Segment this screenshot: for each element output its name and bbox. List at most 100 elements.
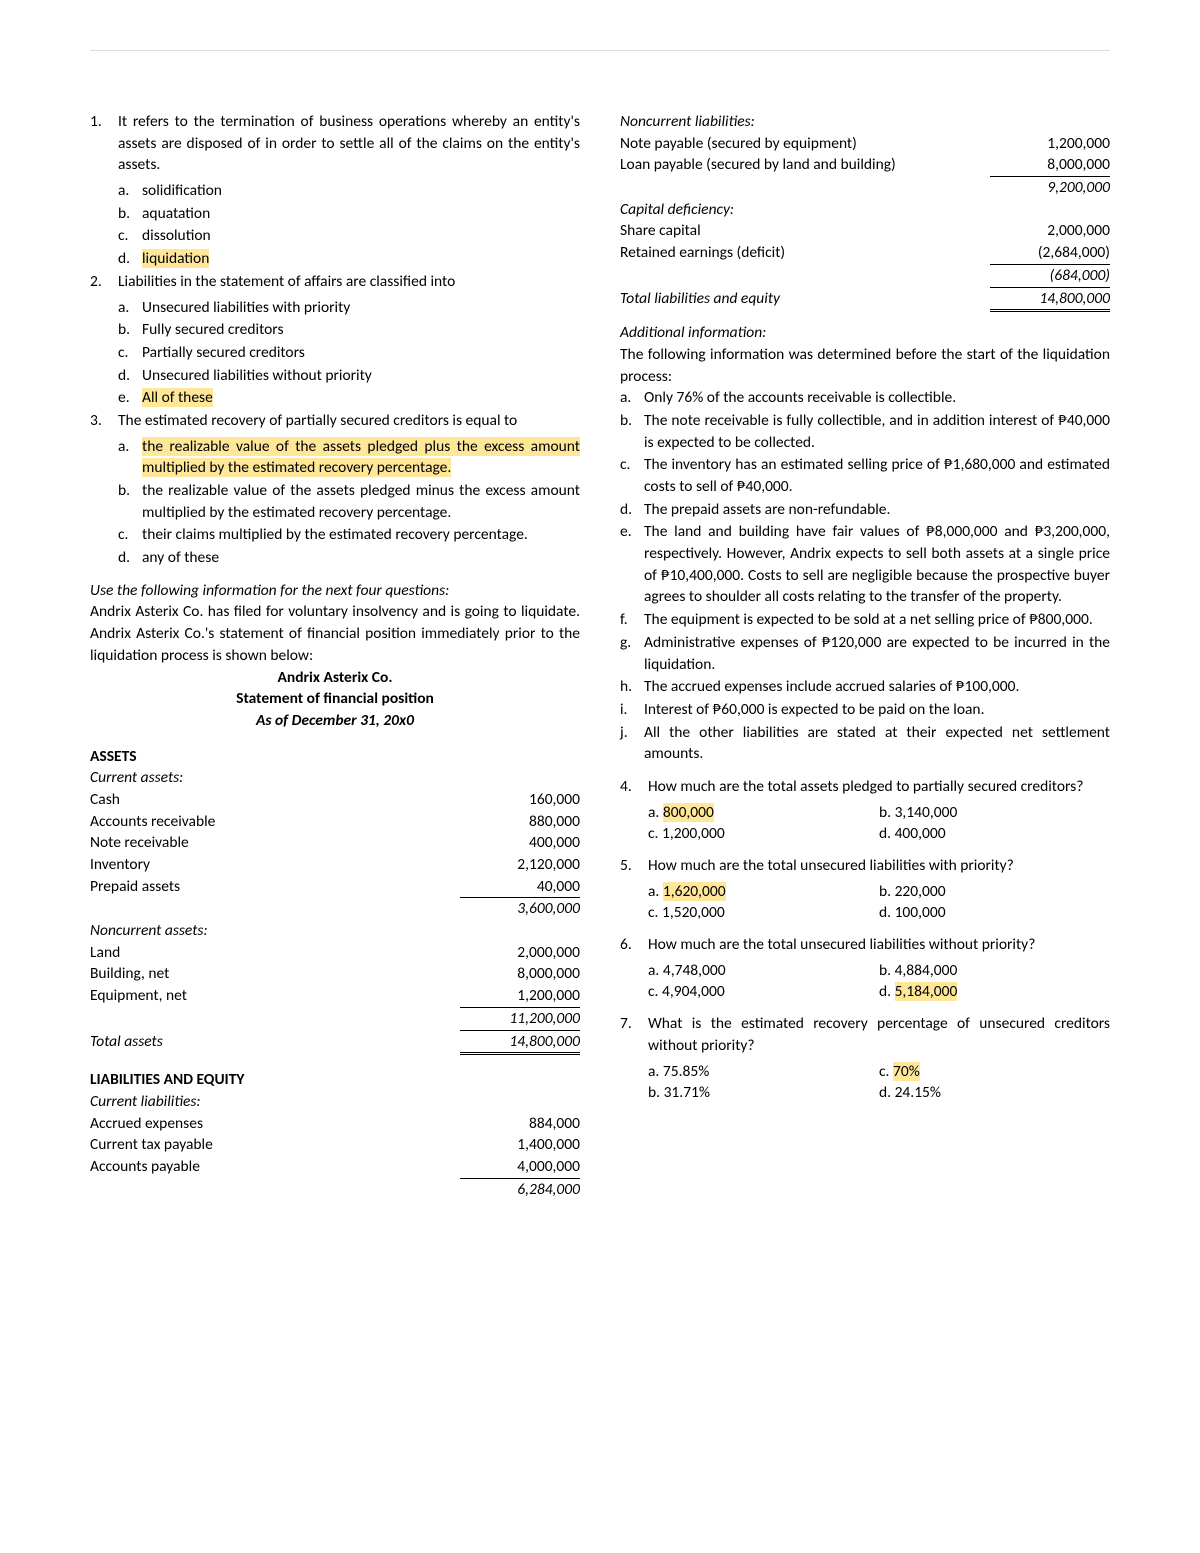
question-3: 3. The estimated recovery of partially s…	[90, 410, 580, 432]
addl-d: d.The prepaid assets are non-refundable.	[620, 499, 1110, 521]
q4-answers-row1: a. 800,000 b. 3,140,000	[620, 802, 1110, 824]
question-1: 1. It refers to the termination of busin…	[90, 111, 580, 176]
capital-deficiency-label: Capital deficiency:	[620, 199, 1110, 221]
q3-answer-highlight: the realizable value of the assets pledg…	[142, 437, 580, 478]
two-column-layout: 1. It refers to the termination of busin…	[90, 111, 1110, 1200]
total-assets-row: Total assets14,800,000	[90, 1031, 580, 1056]
q3-opt-a: a.the realizable value of the assets ple…	[90, 436, 580, 479]
q1-answer-highlight: liquidation	[142, 249, 209, 268]
q2-answer-highlight: All of these	[142, 388, 213, 407]
addl-f: f.The equipment is expected to be sold a…	[620, 609, 1110, 631]
question-6: 6. How much are the total unsecured liab…	[620, 934, 1110, 956]
q6-answers-row1: a. 4,748,000 b. 4,884,000	[620, 960, 1110, 982]
current-liabilities-label: Current liabilities:	[90, 1091, 580, 1113]
total-liab-equity-row: Total liabilities and equity14,800,000	[620, 288, 1110, 313]
addl-b: b.The note receivable is fully collectib…	[620, 410, 1110, 453]
question-7: 7. What is the estimated recovery percen…	[620, 1013, 1110, 1056]
q6-answers-row2: c. 4,904,000 d. 5,184,000	[620, 981, 1110, 1003]
q4-number: 4.	[620, 776, 648, 798]
question-2: 2. Liabilities in the statement of affai…	[90, 271, 580, 293]
q2-number: 2.	[90, 271, 118, 293]
share-capital-row: Share capital2,000,000	[620, 220, 1110, 242]
current-assets-label: Current assets:	[90, 767, 580, 789]
nca-subtotal-row: 11,200,000	[90, 1008, 580, 1031]
addl-a: a.Only 76% of the accounts receivable is…	[620, 387, 1110, 409]
building-row: Building, net8,000,000	[90, 963, 580, 985]
q1-opt-c: c.dissolution	[90, 225, 580, 247]
addl-g: g.Administrative expenses of ₱120,000 ar…	[620, 632, 1110, 675]
q6-answer-highlight: 5,184,000	[895, 982, 958, 1001]
q3-text: The estimated recovery of partially secu…	[118, 410, 580, 432]
statement-date: As of December 31, 20x0	[90, 710, 580, 732]
nr-row: Note receivable400,000	[90, 832, 580, 854]
addl-c: c.The inventory has an estimated selling…	[620, 454, 1110, 497]
q6-number: 6.	[620, 934, 648, 956]
inv-row: Inventory2,120,000	[90, 854, 580, 876]
q1-opt-b: b.aquatation	[90, 203, 580, 225]
addl-j: j.All the other liabilities are stated a…	[620, 722, 1110, 765]
note-payable-row: Note payable (secured by equipment)1,200…	[620, 133, 1110, 155]
question-5: 5. How much are the total unsecured liab…	[620, 855, 1110, 877]
q3-opt-d: d.any of these	[90, 547, 580, 569]
q5-answer-highlight: 1,620,000	[663, 882, 726, 901]
q5-answers-row1: a. 1,620,000 b. 220,000	[620, 881, 1110, 903]
right-column: Noncurrent liabilities: Note payable (se…	[620, 111, 1110, 1200]
noncurrent-liabilities-label: Noncurrent liabilities:	[620, 111, 1110, 133]
equipment-row: Equipment, net1,200,000	[90, 985, 580, 1008]
noncurrent-assets-label: Noncurrent assets:	[90, 920, 580, 942]
q1-opt-d: d.liquidation	[90, 248, 580, 270]
q1-opt-a: a.solidification	[90, 180, 580, 202]
q1-number: 1.	[90, 111, 118, 176]
addl-h: h.The accrued expenses include accrued s…	[620, 676, 1110, 698]
additional-info-heading: Additional information:	[620, 322, 1110, 344]
additional-info-intro: The following information was determined…	[620, 344, 1110, 387]
q3-opt-c: c.their claims multiplied by the estimat…	[90, 524, 580, 546]
q2-opt-b: b.Fully secured creditors	[90, 319, 580, 341]
q1-text: It refers to the termination of business…	[118, 111, 580, 176]
prepaid-row: Prepaid assets40,000	[90, 876, 580, 899]
cl-subtotal-row: 6,284,000	[90, 1179, 580, 1201]
q7-text: What is the estimated recovery percentag…	[648, 1013, 1110, 1056]
company-name: Andrix Asterix Co.	[90, 667, 580, 689]
accrued-row: Accrued expenses884,000	[90, 1113, 580, 1135]
cd-subtotal-row: (684,000)	[620, 265, 1110, 288]
question-4: 4. How much are the total assets pledged…	[620, 776, 1110, 798]
q2-opt-d: d.Unsecured liabilities without priority	[90, 365, 580, 387]
statement-title: Statement of financial position	[90, 688, 580, 710]
addl-i: i.Interest of ₱60,000 is expected to be …	[620, 699, 1110, 721]
q7-answers-row2: b. 31.71% d. 24.15%	[620, 1082, 1110, 1104]
retained-earnings-row: Retained earnings (deficit)(2,684,000)	[620, 242, 1110, 265]
q6-text: How much are the total unsecured liabili…	[648, 934, 1110, 956]
ca-subtotal-row: 3,600,000	[90, 898, 580, 920]
ncl-subtotal-row: 9,200,000	[620, 177, 1110, 199]
q5-text: How much are the total unsecured liabili…	[648, 855, 1110, 877]
q2-text: Liabilities in the statement of affairs …	[118, 271, 580, 293]
q4-text: How much are the total assets pledged to…	[648, 776, 1110, 798]
assets-heading: ASSETS	[90, 746, 580, 768]
ar-row: Accounts receivable880,000	[90, 811, 580, 833]
q4-answer-highlight: 800,000	[663, 803, 714, 822]
top-rule	[90, 50, 1110, 51]
q2-opt-e: e.All of these	[90, 387, 580, 409]
ap-row: Accounts payable4,000,000	[90, 1156, 580, 1179]
q7-answers-row1: a. 75.85% c. 70%	[620, 1061, 1110, 1083]
q4-answers-row2: c. 1,200,000 d. 400,000	[620, 823, 1110, 845]
q3-opt-b: b.the realizable value of the assets ple…	[90, 480, 580, 523]
loan-payable-row: Loan payable (secured by land and buildi…	[620, 154, 1110, 177]
cash-row: Cash160,000	[90, 789, 580, 811]
q5-answers-row2: c. 1,520,000 d. 100,000	[620, 902, 1110, 924]
scenario-paragraph: Andrix Asterix Co. has filed for volunta…	[90, 601, 580, 666]
q2-opt-c: c.Partially secured creditors	[90, 342, 580, 364]
addl-e: e.The land and building have fair values…	[620, 521, 1110, 608]
use-instruction: Use the following information for the ne…	[90, 580, 580, 602]
q7-number: 7.	[620, 1013, 648, 1056]
q2-opt-a: a.Unsecured liabilities with priority	[90, 297, 580, 319]
left-column: 1. It refers to the termination of busin…	[90, 111, 580, 1200]
liab-equity-heading: LIABILITIES AND EQUITY	[90, 1069, 580, 1091]
q3-number: 3.	[90, 410, 118, 432]
q7-answer-highlight: 70%	[893, 1062, 920, 1081]
q5-number: 5.	[620, 855, 648, 877]
page: 1. It refers to the termination of busin…	[0, 0, 1200, 1260]
tax-row: Current tax payable1,400,000	[90, 1134, 580, 1156]
land-row: Land2,000,000	[90, 942, 580, 964]
